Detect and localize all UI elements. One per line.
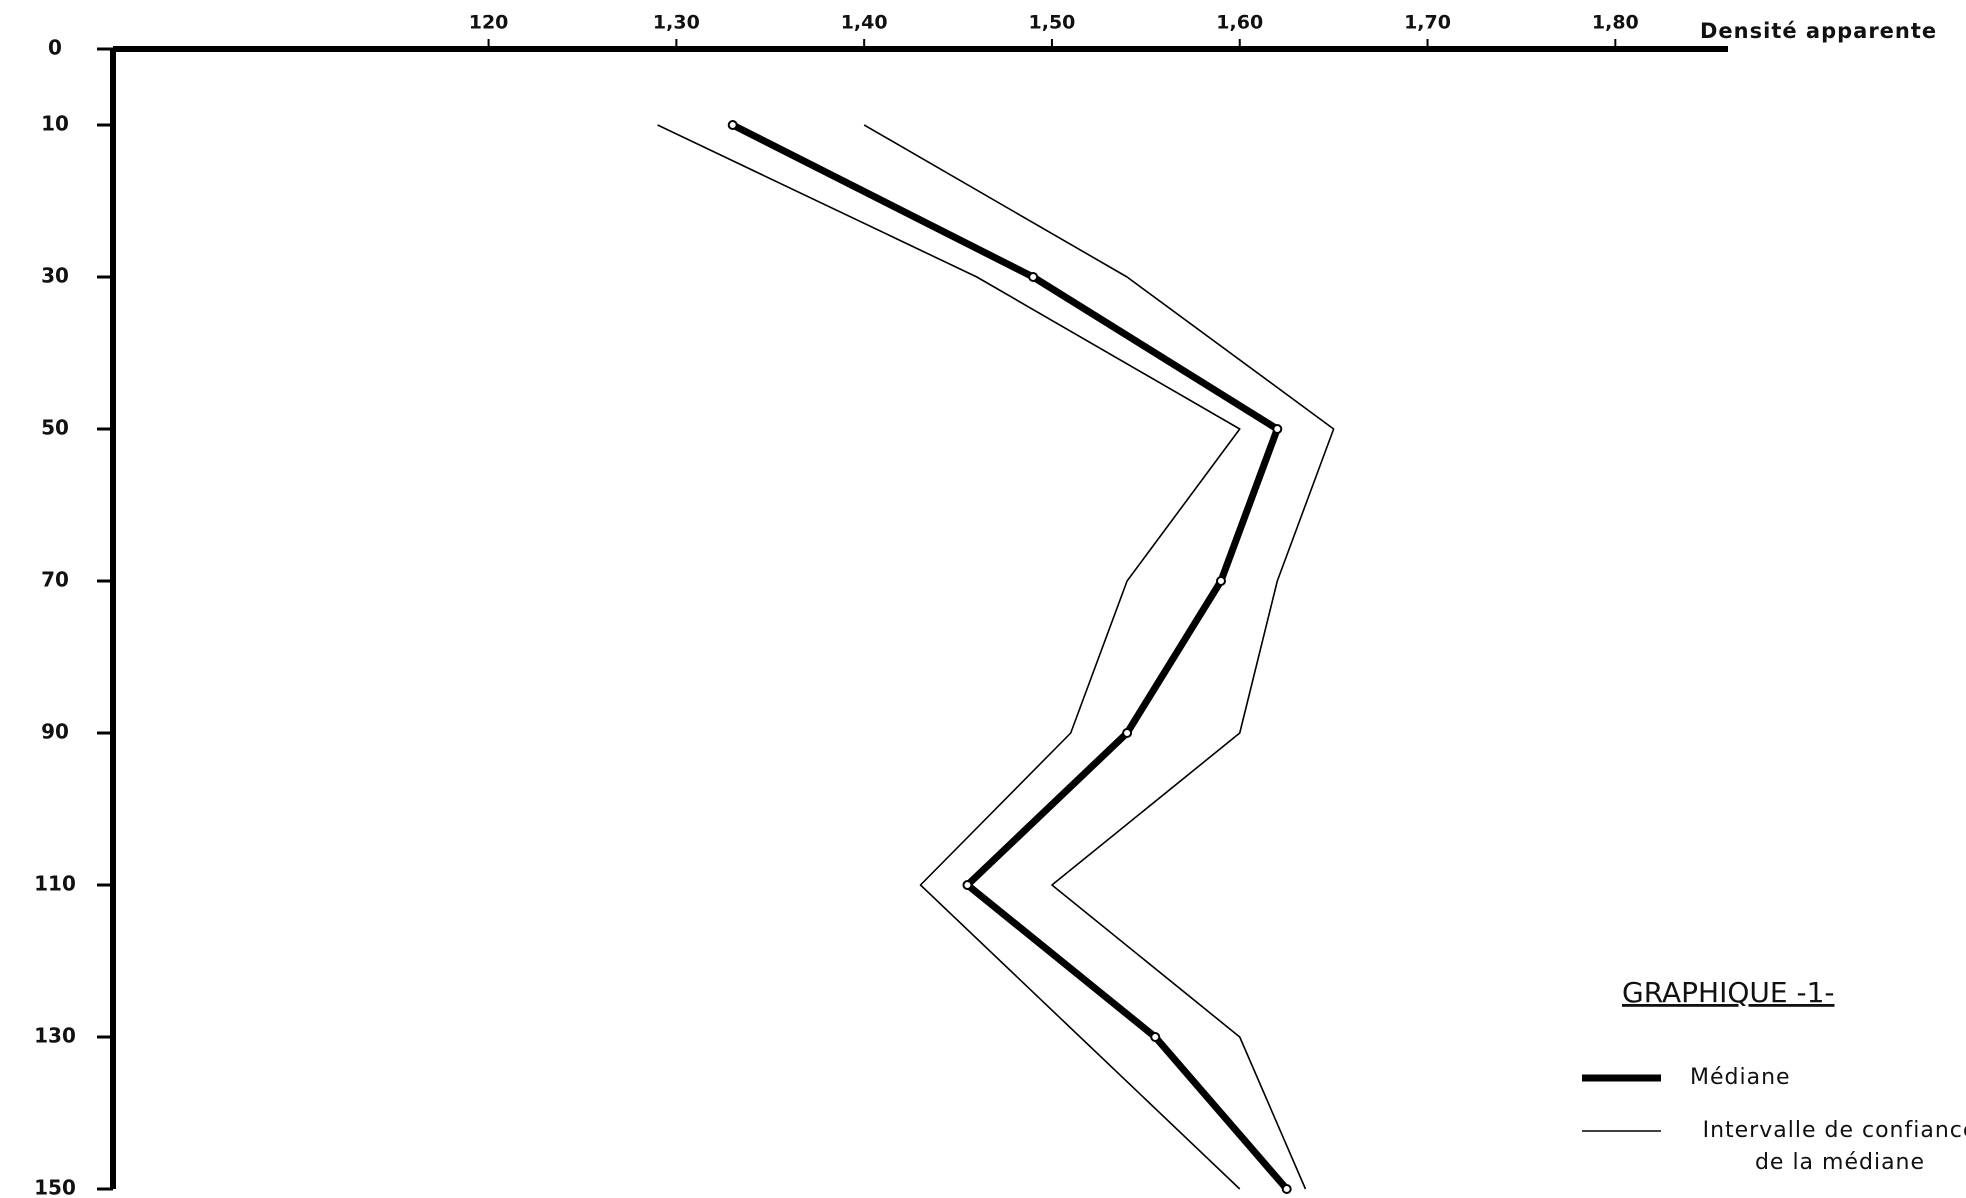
median-point — [1150, 1032, 1161, 1042]
y-tick-label: 30 — [41, 264, 69, 288]
y-tick-label: 10 — [41, 112, 69, 136]
median-point — [1028, 272, 1039, 282]
x-tick-label: 1,40 — [841, 12, 888, 34]
x-tick-label: 1,70 — [1404, 12, 1451, 34]
median-point — [1281, 1184, 1292, 1194]
y-tick-label: 130 — [34, 1024, 76, 1048]
lower-bound-line — [657, 124, 1241, 1190]
y-tick-label: 110 — [34, 872, 76, 896]
legend-title: GRAPHIQUE -1- — [1622, 976, 1835, 1009]
median-point — [1272, 424, 1283, 434]
median-line — [731, 121, 1290, 1192]
upper-bound-line — [863, 124, 1335, 1190]
x-tick-label: 1,50 — [1029, 12, 1076, 34]
legend-label: Intervalle de confiance de la médiane — [1702, 1118, 1966, 1175]
y-tick-label: 70 — [41, 568, 69, 592]
y-tick-label: 50 — [41, 416, 69, 440]
legend-label: Médiane — [1690, 1065, 1791, 1090]
y-tick-label: 150 — [34, 1176, 76, 1198]
x-tick-label: 120 — [469, 12, 509, 34]
legend-entry: Intervalle de confiance de la médiane — [1702, 1118, 1966, 1175]
median-point — [962, 880, 973, 890]
x-tick-label: 1,30 — [653, 12, 700, 34]
median-point — [1215, 576, 1226, 586]
legend-entry: Médiane — [1690, 1065, 1791, 1090]
x-axis-title: Densité apparente — [1700, 19, 1937, 43]
x-tick-label: 1,60 — [1216, 12, 1263, 34]
median-point — [727, 120, 738, 130]
y-tick-label: 0 — [48, 36, 62, 60]
x-tick-label: 1,80 — [1592, 12, 1639, 34]
median-point — [1122, 728, 1133, 738]
y-tick-label: 90 — [41, 720, 69, 744]
